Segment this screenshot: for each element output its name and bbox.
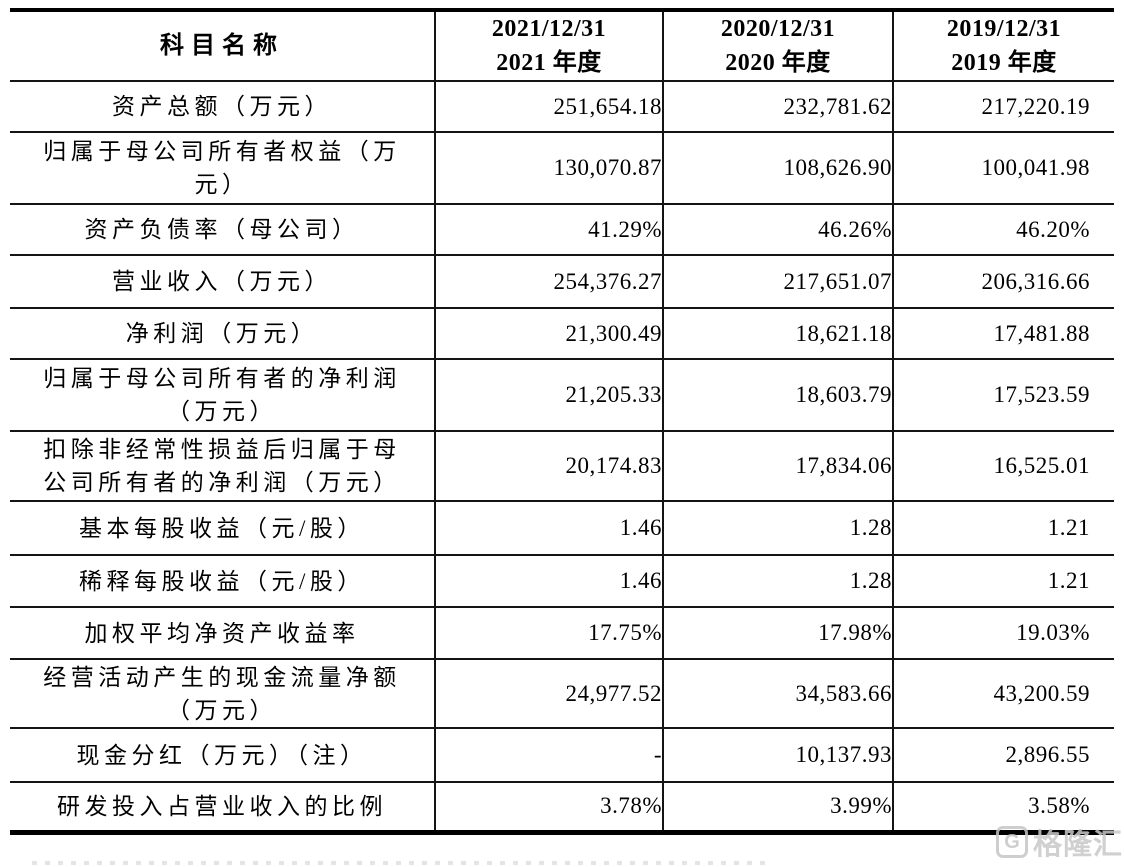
value-2019: 16,525.01 (892, 431, 1114, 502)
table-row: 扣除非经常性损益后归属于母 公司所有者的净利润（万元） 20,174.83 17… (10, 431, 1114, 502)
value-2019: 19.03% (892, 607, 1114, 660)
table-row: 资产总额（万元） 251,654.18 232,781.62 217,220.1… (10, 81, 1114, 133)
table-row: 资产负债率（母公司） 41.29% 46.26% 46.20% (10, 204, 1114, 256)
value-2020: 34,583.66 (662, 659, 893, 729)
row-label: 净利润（万元） (10, 308, 435, 360)
value-2020: 46.26% (662, 204, 893, 256)
value-2019: 217,220.19 (892, 81, 1114, 133)
header-subject: 科目名称 (10, 8, 435, 82)
gelonghui-logo-icon: G (995, 826, 1028, 858)
value-2019: 17,523.59 (892, 359, 1114, 432)
value-2019: 206,316.66 (892, 255, 1114, 309)
row-label: 归属于母公司所有者权益（万 元） (10, 132, 435, 205)
row-label: 资产总额（万元） (10, 81, 435, 133)
table-row: 研发投入占营业收入的比例 3.78% 3.99% 3.58% (10, 782, 1114, 835)
row-label: 资产负债率（母公司） (10, 204, 435, 256)
value-2019: 46.20% (892, 204, 1114, 256)
gelonghui-watermark: G 格隆汇 (995, 821, 1123, 863)
row-label: 研发投入占营业收入的比例 (10, 782, 435, 835)
row-label: 基本每股收益（元/股） (10, 501, 435, 556)
value-2020: 10,137.93 (662, 728, 893, 783)
row-label: 经营活动产生的现金流量净额 （万元） (10, 659, 435, 729)
value-2020: 18,621.18 (662, 308, 893, 360)
table-row: 营业收入（万元） 254,376.27 217,651.07 206,316.6… (10, 255, 1114, 309)
table-header-row: 科目名称 2021/12/31 2021 年度 2020/12/31 2020 … (10, 8, 1114, 82)
table-row: 稀释每股收益（元/股） 1.46 1.28 1.21 (10, 555, 1114, 608)
table-row: 现金分红（万元）（注） - 10,137.93 2,896.55 (10, 728, 1114, 783)
value-2021: 3.78% (434, 782, 663, 835)
table-row: 净利润（万元） 21,300.49 18,621.18 17,481.88 (10, 308, 1114, 360)
value-2021: 254,376.27 (434, 255, 663, 309)
header-2019: 2019/12/31 2019 年度 (892, 8, 1114, 82)
table-row: 归属于母公司所有者的净利润 （万元） 21,205.33 18,603.79 1… (10, 359, 1114, 432)
row-label: 归属于母公司所有者的净利润 （万元） (10, 359, 435, 432)
value-2021: 130,070.87 (434, 132, 663, 205)
value-2021: 17.75% (434, 607, 663, 660)
row-label: 现金分红（万元）（注） (10, 728, 435, 783)
value-2020: 17,834.06 (662, 431, 893, 502)
value-2020: 232,781.62 (662, 81, 893, 133)
value-2021: - (434, 728, 663, 783)
value-2021: 1.46 (434, 555, 663, 608)
value-2021: 21,205.33 (434, 359, 663, 432)
value-2020: 108,626.90 (662, 132, 893, 205)
table-row: 归属于母公司所有者权益（万 元） 130,070.87 108,626.90 1… (10, 132, 1114, 205)
cutoff-text-artifact (32, 861, 767, 865)
value-2019: 1.21 (892, 555, 1114, 608)
watermark-text: 格隆汇 (1032, 829, 1123, 861)
table-row: 加权平均净资产收益率 17.75% 17.98% 19.03% (10, 607, 1114, 660)
value-2020: 18,603.79 (662, 359, 893, 432)
value-2020: 17.98% (662, 607, 893, 660)
value-2021: 21,300.49 (434, 308, 663, 360)
table-row: 经营活动产生的现金流量净额 （万元） 24,977.52 34,583.66 4… (10, 659, 1114, 729)
value-2019: 3.58% (892, 782, 1114, 835)
row-label: 加权平均净资产收益率 (10, 607, 435, 660)
value-2021: 24,977.52 (434, 659, 663, 729)
table-row: 基本每股收益（元/股） 1.46 1.28 1.21 (10, 501, 1114, 556)
value-2020: 3.99% (662, 782, 893, 835)
value-2021: 41.29% (434, 204, 663, 256)
financial-summary-table: 科目名称 2021/12/31 2021 年度 2020/12/31 2020 … (10, 8, 1114, 835)
value-2021: 1.46 (434, 501, 663, 556)
row-label: 营业收入（万元） (10, 255, 435, 309)
value-2019: 100,041.98 (892, 132, 1114, 205)
value-2019: 2,896.55 (892, 728, 1114, 783)
value-2019: 43,200.59 (892, 659, 1114, 729)
value-2021: 251,654.18 (434, 81, 663, 133)
row-label: 扣除非经常性损益后归属于母 公司所有者的净利润（万元） (10, 431, 435, 502)
value-2021: 20,174.83 (434, 431, 663, 502)
value-2019: 17,481.88 (892, 308, 1114, 360)
value-2019: 1.21 (892, 501, 1114, 556)
value-2020: 1.28 (662, 555, 893, 608)
header-2021: 2021/12/31 2021 年度 (434, 8, 663, 82)
value-2020: 217,651.07 (662, 255, 893, 309)
header-2020: 2020/12/31 2020 年度 (662, 8, 893, 82)
row-label: 稀释每股收益（元/股） (10, 555, 435, 608)
value-2020: 1.28 (662, 501, 893, 556)
